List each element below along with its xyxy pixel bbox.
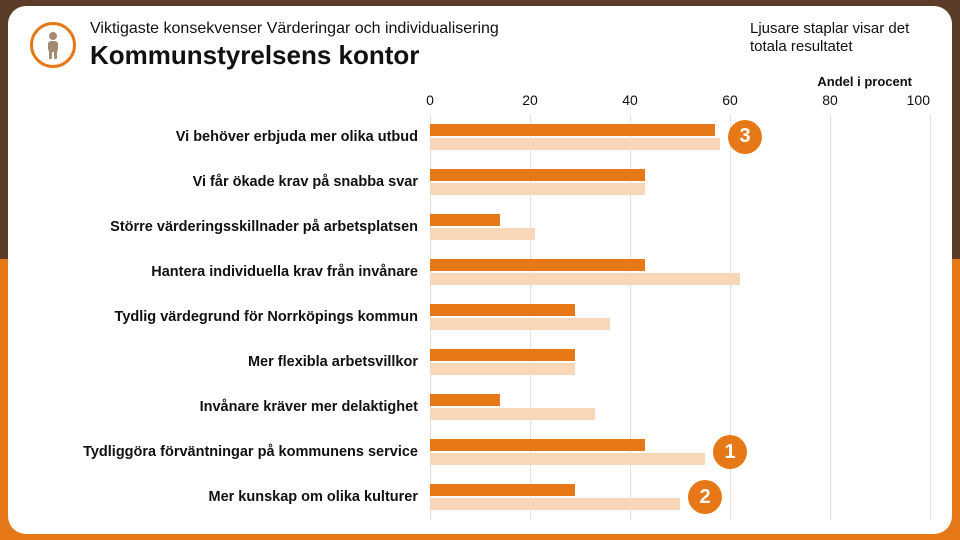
subtitle: Viktigaste konsekvenser Värderingar och … <box>90 20 736 38</box>
slide-background: Viktigaste konsekvenser Värderingar och … <box>0 0 960 540</box>
bar-label: Tydlig värdegrund för Norrköpings kommun <box>30 294 430 339</box>
x-tick: 20 <box>522 92 538 108</box>
bar-group: 2 <box>430 475 930 520</box>
person-icon <box>30 22 76 68</box>
bar-label: Invånare kräver mer delaktighet <box>30 385 430 430</box>
page-title: Kommunstyrelsens kontor <box>90 40 736 71</box>
bar-total <box>430 498 680 510</box>
legend-note: Ljusare staplar visar det totala resulta… <box>750 20 930 56</box>
bar-primary <box>430 394 500 406</box>
bar-total <box>430 453 705 465</box>
bar-total <box>430 318 610 330</box>
header: Viktigaste konsekvenser Värderingar och … <box>30 20 930 71</box>
bar-label: Tydliggöra förväntningar på kommunens se… <box>30 430 430 475</box>
bar-total <box>430 273 740 285</box>
bar-label: Mer flexibla arbetsvillkor <box>30 340 430 385</box>
bar-label: Vi behöver erbjuda mer olika utbud <box>30 114 430 159</box>
chart: 0 20 40 60 80 100 Vi behöver erbjuda mer olika… <box>30 92 930 520</box>
bar-primary <box>430 124 715 136</box>
x-axis-title: Andel i procent <box>817 74 912 89</box>
bar-label: Mer kunskap om olika kulturer <box>30 475 430 520</box>
x-tick: 100 <box>907 92 930 108</box>
titles: Viktigaste konsekvenser Värderingar och … <box>90 20 736 71</box>
bar-group <box>430 159 930 204</box>
bar-total <box>430 228 535 240</box>
rank-badge: 2 <box>688 480 722 514</box>
bar-group <box>430 249 930 294</box>
x-tick: 80 <box>822 92 838 108</box>
bar-group <box>430 204 930 249</box>
bar-primary <box>430 349 575 361</box>
bar-primary <box>430 484 575 496</box>
content-card: Viktigaste konsekvenser Värderingar och … <box>8 6 952 534</box>
rank-badge: 1 <box>713 435 747 469</box>
bar-total <box>430 408 595 420</box>
bar-group <box>430 385 930 430</box>
x-tick: 60 <box>722 92 738 108</box>
bar-primary <box>430 304 575 316</box>
bar-total <box>430 363 575 375</box>
rank-badge: 3 <box>728 120 762 154</box>
bar-group: 1 <box>430 430 930 475</box>
bar-group <box>430 340 930 385</box>
bar-label: Hantera individuella krav från invånare <box>30 249 430 294</box>
x-tick: 0 <box>426 92 434 108</box>
bar-group <box>430 294 930 339</box>
x-axis: 020406080100 <box>430 92 930 114</box>
bar-label: Vi får ökade krav på snabba svar <box>30 159 430 204</box>
x-tick: 40 <box>622 92 638 108</box>
bar-primary <box>430 259 645 271</box>
bar-total <box>430 138 720 150</box>
bar-label: Större värderingsskillnader på arbetspla… <box>30 204 430 249</box>
bar-primary <box>430 169 645 181</box>
bar-total <box>430 183 645 195</box>
bar-primary <box>430 439 645 451</box>
bar-primary <box>430 214 500 226</box>
bar-group: 3 <box>430 114 930 159</box>
